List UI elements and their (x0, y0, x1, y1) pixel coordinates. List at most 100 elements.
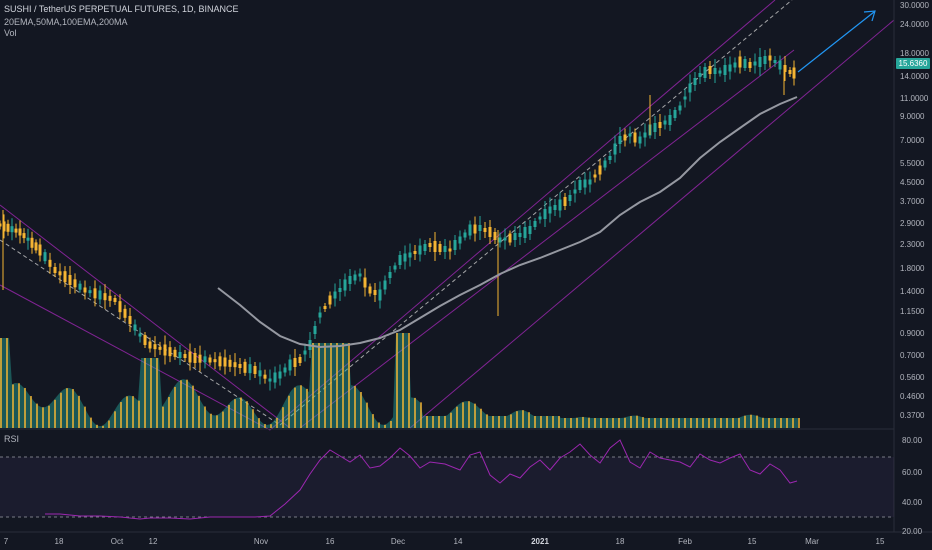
moving-average-line (217, 96, 798, 349)
candle (458, 236, 462, 244)
candle (143, 335, 147, 345)
time-tick: 15 (747, 537, 757, 546)
candle (493, 232, 497, 240)
volume-bar (660, 418, 662, 428)
candle (758, 57, 762, 67)
volume-bar (42, 407, 44, 428)
volume-bar (258, 418, 260, 428)
candle (638, 136, 642, 144)
candle (498, 237, 502, 243)
volume-bar (504, 416, 506, 428)
candle (778, 60, 782, 70)
volume-bar (48, 405, 50, 428)
volume-bar (474, 403, 476, 428)
volume-bar (252, 409, 254, 428)
rsi-tick: 80.00 (902, 436, 923, 445)
price-tick: 0.3700 (900, 411, 925, 420)
candle (258, 370, 262, 377)
volume-bar (522, 410, 524, 428)
price-tick: 1.8000 (900, 264, 925, 273)
volume-bar (750, 414, 752, 428)
time-tick: 2021 (531, 537, 549, 546)
time-tick: Feb (678, 537, 692, 546)
rsi-legend[interactable]: RSI (4, 434, 20, 444)
volume-bar (420, 402, 422, 428)
volume-bar (468, 401, 470, 428)
price-tick: 14.0000 (900, 72, 929, 81)
volume-bar (738, 418, 740, 428)
volume-bar (732, 418, 734, 428)
candle (108, 295, 112, 301)
volume-bar (168, 397, 170, 428)
volume-bar (414, 397, 416, 428)
volume-bar (330, 343, 332, 428)
candle (528, 226, 532, 234)
volume-bar (798, 418, 800, 428)
candle (328, 295, 332, 305)
volume-bar (480, 408, 482, 428)
candle (613, 143, 617, 155)
volume-bar (558, 416, 560, 428)
candle (698, 73, 702, 77)
volume-bar (768, 418, 770, 428)
candle (703, 67, 707, 78)
volume-legend[interactable]: Vol (4, 28, 17, 38)
candle (34, 242, 38, 251)
candle (523, 227, 527, 238)
symbol-title[interactable]: SUSHI / TetherUS PERPETUAL FUTURES, 1D, … (4, 4, 239, 14)
candle (573, 189, 577, 194)
candle (138, 333, 142, 337)
price-tick: 24.0000 (900, 20, 929, 29)
candle (313, 326, 317, 334)
price-tick: 0.4600 (900, 392, 925, 401)
volume-bar (294, 387, 296, 428)
volume-bar (432, 416, 434, 428)
volume-bar (792, 418, 794, 428)
indicators-legend[interactable]: 20EMA,50MA,100EMA,200MA (4, 17, 128, 27)
candle (18, 228, 22, 236)
volume-bar (174, 386, 176, 428)
volume-bar (282, 407, 284, 428)
volume-bar (486, 414, 488, 428)
volume-bar (552, 416, 554, 428)
volume-bar (780, 418, 782, 428)
volume-bar (78, 395, 80, 428)
candle (0, 223, 2, 227)
volume-bar (588, 417, 590, 428)
candle (128, 316, 132, 324)
candle (233, 362, 237, 368)
volume-bar (600, 418, 602, 428)
candle (26, 237, 30, 241)
time-tick: 12 (148, 537, 158, 546)
candle (323, 306, 327, 309)
candle (383, 280, 387, 290)
volume-bar (636, 415, 638, 428)
volume-bar (762, 417, 764, 428)
volume-bar (348, 343, 350, 428)
candle (518, 233, 522, 237)
volume-bar (372, 414, 374, 428)
channel-line (409, 19, 895, 429)
candle (30, 237, 34, 248)
candle (83, 287, 87, 293)
candle (508, 233, 512, 243)
candle (428, 243, 432, 247)
candle (243, 361, 247, 373)
volume-bar (150, 358, 152, 428)
volume-histogram (0, 333, 800, 428)
candle (363, 277, 367, 288)
volume-bar (516, 411, 518, 428)
candle (578, 180, 582, 190)
volume-bar (102, 425, 104, 428)
volume-bar (144, 358, 146, 428)
volume-bar (204, 406, 206, 428)
candle (348, 276, 352, 284)
candle (448, 248, 452, 252)
volume-bar (60, 392, 62, 428)
candle (588, 179, 592, 185)
volume-bar (234, 399, 236, 428)
volume-bar (240, 397, 242, 428)
volume-bar (54, 399, 56, 428)
volume-bar (228, 404, 230, 428)
